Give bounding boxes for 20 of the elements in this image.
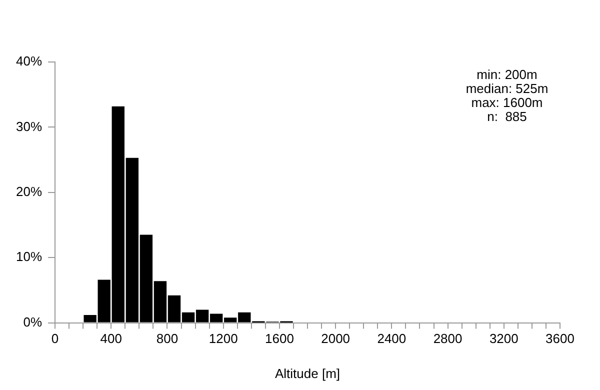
y-tick-label: 30%	[16, 118, 42, 134]
x-tick-label: 400	[100, 331, 122, 346]
x-tick-label: 1600	[264, 331, 294, 346]
annotation: max: 1600m	[471, 95, 543, 110]
y-tick-label: 0%	[23, 314, 42, 330]
x-axis-title: Altitude [m]	[274, 366, 340, 381]
x-tick-label: 800	[156, 331, 178, 346]
x-tick-label: 3600	[546, 331, 574, 346]
annotation: n: 885	[487, 109, 527, 124]
x-tick-label: 3200	[489, 331, 518, 346]
x-tick-label: 2400	[377, 331, 406, 346]
y-tick-label: 20%	[16, 184, 42, 199]
x-tick-label: 2800	[433, 331, 462, 346]
y-tick-label: 10%	[16, 249, 42, 264]
x-tick-label: 2000	[321, 331, 350, 346]
y-tick-label: 40%	[16, 54, 42, 69]
annotation: min: 200m	[476, 67, 538, 82]
annotation: median: 525m	[466, 81, 548, 96]
x-tick-label: 0	[51, 331, 59, 346]
x-tick-label: 1200	[208, 331, 238, 346]
